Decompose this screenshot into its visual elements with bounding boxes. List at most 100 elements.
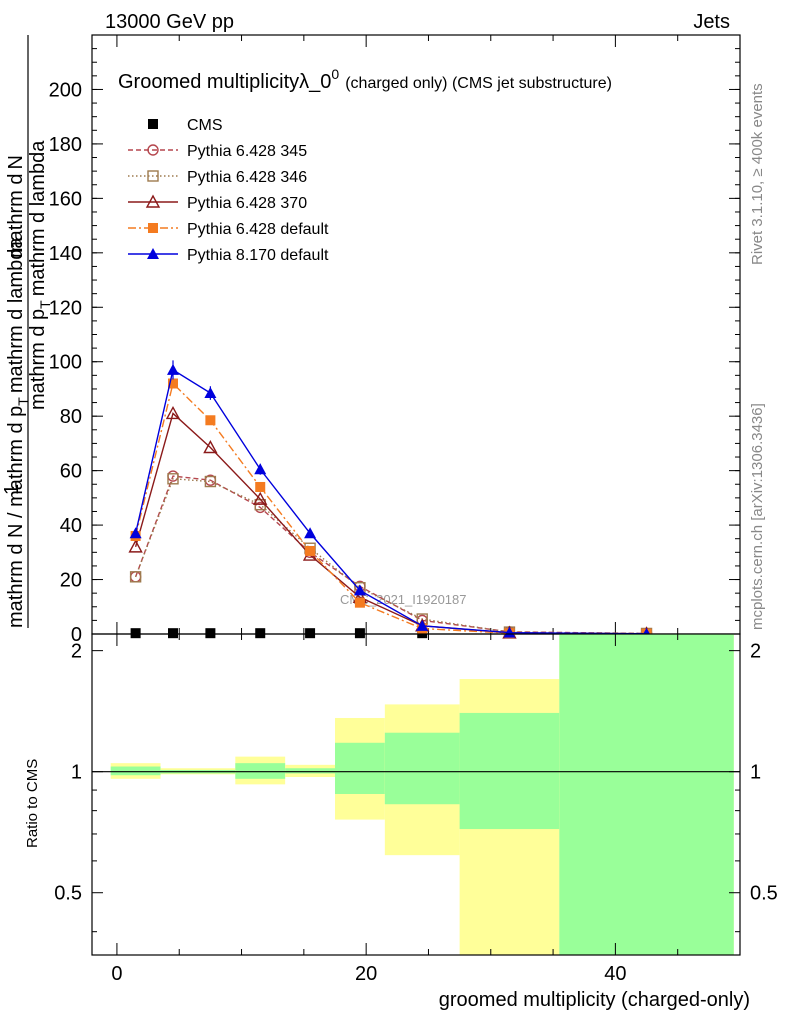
y-tick-label: 60 bbox=[60, 461, 82, 483]
ratio-green-band-3 bbox=[285, 768, 335, 774]
data-point bbox=[354, 628, 365, 639]
y-tick-label: 80 bbox=[60, 406, 82, 428]
mcplots-label: mcplots.cern.ch [arXiv:1306.3436] bbox=[749, 403, 766, 630]
y-label-ratio-sub: T bbox=[15, 397, 31, 406]
y-label-denom-sub: T bbox=[37, 300, 53, 309]
svg-text:mathrm d N / mathrm d pTmathrm: mathrm d N / mathrm d pTmathrm d lambda bbox=[5, 237, 31, 628]
ratio-green-band-0 bbox=[110, 766, 161, 776]
y-label-numerator-var: N bbox=[5, 155, 27, 169]
data-point bbox=[129, 571, 142, 583]
y-label-denom-b: mathrm d lambda bbox=[27, 140, 49, 296]
ratio-green-band-2 bbox=[235, 763, 286, 779]
series-line-1 bbox=[134, 475, 647, 635]
y-tick-label: 100 bbox=[49, 352, 82, 374]
y-label-denom-a: mathrm d p bbox=[27, 309, 49, 410]
chart-title-main: Groomed multiplicityλ_0 bbox=[118, 71, 331, 93]
chart-title-suffix: (charged only) (CMS jet substructure) bbox=[345, 75, 612, 92]
legend-marker bbox=[148, 119, 158, 129]
ratio-plot-frame bbox=[91, 633, 741, 956]
data-point bbox=[204, 387, 217, 399]
legend-entry-4: Pythia 6.428 default bbox=[128, 221, 329, 238]
data-point bbox=[205, 415, 216, 426]
ratio-bands bbox=[92, 634, 740, 955]
data-point bbox=[203, 440, 218, 454]
y-tick-label: 140 bbox=[49, 243, 82, 265]
legend-label: Pythia 6.428 default bbox=[187, 221, 329, 238]
ratio-plot-border bbox=[91, 633, 741, 956]
ratio-green-band-7 bbox=[559, 634, 734, 955]
legend-marker bbox=[148, 223, 158, 233]
series-5 bbox=[129, 360, 653, 639]
legend-marker bbox=[147, 144, 159, 156]
y-label-ratio-tail: mathrm d lambda bbox=[5, 237, 27, 393]
data-point bbox=[253, 491, 268, 505]
y-tick-label: 200 bbox=[49, 79, 82, 101]
data-point bbox=[204, 475, 217, 488]
ratio-y-tick-label: 0.5 bbox=[54, 883, 82, 905]
series-line-2 bbox=[134, 478, 647, 635]
data-point bbox=[255, 481, 266, 492]
legend-label: Pythia 6.428 370 bbox=[187, 195, 307, 212]
data-point bbox=[354, 597, 365, 608]
legend-label: Pythia 8.170 default bbox=[187, 247, 329, 264]
ratio-y-tick-label-right: 0.5 bbox=[750, 883, 778, 905]
y-tick-label: 20 bbox=[60, 570, 82, 592]
data-point bbox=[168, 628, 178, 639]
data-point bbox=[130, 628, 141, 639]
legend-entry-2: Pythia 6.428 346 bbox=[128, 169, 307, 186]
ratio-plot-ticks: 0.5 0.51 12 20 20 40 bbox=[54, 634, 778, 985]
ratio-y-tick-label: 1 bbox=[71, 762, 82, 784]
y-tick-label: 160 bbox=[49, 188, 82, 210]
legend-marker bbox=[147, 248, 159, 259]
legend-marker bbox=[145, 194, 161, 208]
x-tick-label: 20 bbox=[355, 963, 377, 985]
data-point bbox=[503, 626, 516, 638]
data-point bbox=[305, 628, 316, 639]
y-label-numerator: mathrm d bbox=[5, 174, 27, 258]
ratio-green-band-6 bbox=[459, 712, 560, 830]
data-point bbox=[167, 473, 179, 485]
x-tick-label: 0 bbox=[111, 963, 122, 985]
legend: CMS Pythia 6.428 345 Pythia 6.428 346 Pythi… bbox=[128, 117, 329, 264]
data-point bbox=[128, 539, 143, 553]
legend-label: Pythia 6.428 346 bbox=[187, 169, 307, 186]
series-2 bbox=[129, 473, 653, 640]
header-left: 13000 GeV pp bbox=[105, 11, 234, 33]
ratio-green-band-5 bbox=[384, 732, 460, 805]
data-point bbox=[353, 584, 366, 596]
legend-marker bbox=[147, 170, 159, 182]
data-point bbox=[205, 628, 216, 639]
legend-entry-1: Pythia 6.428 345 bbox=[128, 143, 307, 160]
y-label-one: 1 bbox=[1, 484, 23, 495]
y-label-ratio-denom: mathrm d N / mathrm d p bbox=[5, 406, 27, 628]
rivet-label: Rivet 3.1.10, ≥ 400k events bbox=[749, 83, 766, 265]
y-tick-label: 40 bbox=[60, 515, 82, 537]
data-point bbox=[254, 463, 267, 475]
data-point bbox=[168, 378, 178, 389]
chart-title-sup: 0 bbox=[331, 66, 339, 82]
data-point bbox=[304, 527, 317, 539]
data-point bbox=[416, 619, 429, 631]
y-axis-label: mathrm d N / mathrm d pTmathrm d lambda … bbox=[1, 35, 53, 628]
ratio-green-band-4 bbox=[335, 742, 385, 795]
data-point bbox=[305, 545, 316, 556]
legend-entry-5: Pythia 8.170 default bbox=[128, 247, 329, 264]
y-tick-label: 120 bbox=[49, 297, 82, 319]
x-axis-label: groomed multiplicity (charged-only) bbox=[439, 989, 750, 1011]
legend-entry-3: Pythia 6.428 370 bbox=[128, 194, 307, 212]
data-point bbox=[255, 628, 266, 639]
y-tick-label: 0 bbox=[71, 624, 82, 646]
data-point bbox=[165, 405, 181, 420]
ratio-y-label: Ratio to CMS bbox=[24, 759, 41, 848]
ratio-y-tick-label: 2 bbox=[71, 641, 82, 663]
legend-label: Pythia 6.428 345 bbox=[187, 143, 307, 160]
y-tick-label: 180 bbox=[49, 134, 82, 156]
x-tick-label: 40 bbox=[604, 963, 626, 985]
ratio-y-tick-label-right: 2 bbox=[750, 641, 761, 663]
svg-text:mathrm d pTmathrm d lambda: mathrm d pTmathrm d lambda bbox=[27, 140, 53, 410]
legend-entry-0: CMS bbox=[148, 117, 223, 134]
header-right: Jets bbox=[693, 11, 730, 33]
chart-title: Groomed multiplicityλ_00 (charged only) (… bbox=[118, 66, 612, 93]
data-point bbox=[129, 527, 142, 539]
